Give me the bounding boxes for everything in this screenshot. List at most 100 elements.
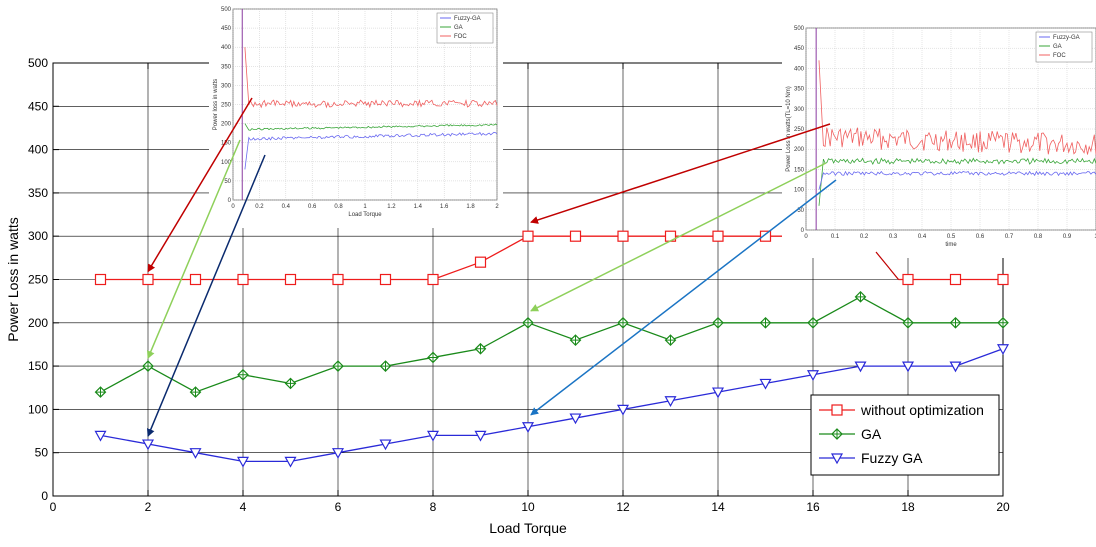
data-point [94, 386, 107, 398]
series-group [94, 230, 1010, 468]
inset-series-line [244, 131, 498, 170]
inset-y-tick-label: 350 [221, 64, 232, 70]
data-point [189, 448, 202, 459]
inset-y-tick-label: 100 [221, 160, 232, 166]
arrow-ga-left [147, 139, 241, 360]
x-tick-label: 10 [521, 500, 535, 514]
data-point [807, 316, 819, 329]
y-tick-label: 500 [28, 56, 48, 70]
inset-y-tick-label: 0 [801, 228, 805, 234]
legend: without optimization GA Fuzzy GA [810, 394, 1000, 476]
data-point [474, 342, 487, 355]
data-point [997, 273, 1009, 286]
legend-label: without optimization [860, 402, 984, 418]
inset-plot-right: 0 50 100 150 200 250 300 350 400 450 500 0 0.1 0.2 0.3… [782, 22, 1096, 258]
data-point [806, 370, 820, 381]
arrow-fuzzy-ga-right [530, 179, 837, 416]
inset-y-tick-label: 200 [794, 147, 805, 153]
data-point [474, 256, 487, 268]
data-point [711, 387, 725, 399]
inset-y-tick-label: 50 [797, 208, 804, 214]
data-point [569, 334, 582, 346]
inset-x-tick-label: 0.4 [282, 204, 291, 210]
data-point [522, 316, 534, 329]
legend-swatch-marker [831, 404, 843, 416]
y-tick-label: 450 [28, 99, 48, 113]
series-line [100, 235, 797, 281]
data-point [521, 422, 535, 433]
inset-y-tick-label: 200 [221, 122, 232, 128]
data-point [522, 230, 534, 242]
inset-x-tick-label: 1.4 [414, 204, 423, 210]
data-point [664, 396, 677, 407]
data-point [332, 360, 344, 372]
data-point [949, 361, 962, 373]
inset-x-tick-label: 1.6 [440, 204, 449, 210]
data-point [617, 230, 629, 242]
series-2 [94, 290, 1009, 398]
inset-x-axis-title: time [945, 242, 957, 248]
inset-y-tick-label: 500 [794, 26, 805, 32]
data-point [237, 273, 249, 286]
inset-y-tick-label: 450 [794, 46, 805, 52]
inset-x-tick-label: 0.8 [1034, 234, 1043, 240]
data-point [569, 230, 582, 242]
inset-plot-left: 0 50 100 150 200 250 300 350 400 450 500 0 0.2 0.4 0.6… [209, 3, 503, 228]
data-point [949, 273, 962, 286]
inset-x-tick-label: 0.6 [976, 234, 985, 240]
inset-y-tick-label: 50 [224, 179, 231, 185]
data-point [902, 273, 914, 286]
arrow-fuzzy-ga-left [146, 154, 266, 437]
x-axis-title: Load Torque [489, 520, 567, 536]
x-tick-label: 14 [711, 500, 725, 514]
data-point [569, 413, 582, 425]
arrow-ga-right [530, 162, 827, 312]
inset-y-tick-label: 300 [221, 83, 232, 89]
arrow-foc-right [530, 123, 831, 224]
data-point [94, 273, 107, 286]
inset-y-tick-label: 250 [221, 103, 232, 109]
legend-entry: without optimization [819, 402, 984, 418]
inset-x-tick-label: 1.2 [387, 204, 396, 210]
x-tick-label: 16 [806, 500, 820, 514]
y-tick-label: 350 [28, 186, 48, 200]
data-point [142, 360, 154, 372]
inset-y-tick-label: 350 [794, 87, 805, 93]
data-point [284, 377, 297, 390]
x-tick-label: 18 [901, 500, 915, 514]
data-point [474, 430, 487, 442]
inset-x-axis-title: Load Torque [348, 212, 382, 218]
data-point [94, 430, 107, 442]
data-point [427, 351, 439, 364]
y-tick-label: 100 [28, 402, 48, 416]
series-line [100, 296, 1003, 393]
inset-legend-label: Fuzzy-GA [454, 16, 481, 22]
inset-legend-label: Fuzzy-GA [1053, 35, 1080, 41]
y-axis-title: Power Loss in watts [5, 217, 21, 342]
data-point [426, 430, 440, 442]
inset-x-tick-label: 0.1 [831, 234, 840, 240]
x-tick-label: 4 [240, 500, 247, 514]
x-tick-label: 12 [616, 500, 630, 514]
data-point [902, 316, 914, 329]
legend-swatch-marker [831, 428, 843, 440]
tick-labels: 0 2 4 6 8 10 12 14 16 18 2005010015020025030035040… [28, 56, 1010, 514]
data-point [331, 448, 345, 459]
data-point [189, 386, 202, 398]
x-tick-label: 6 [335, 500, 342, 514]
legend-swatch-marker [830, 453, 844, 465]
data-point [236, 456, 250, 468]
annotation-arrows [146, 97, 899, 437]
inset-x-tick-label: 2 [495, 204, 499, 210]
inset-legend-label: FOC [1053, 53, 1066, 59]
series-1 [94, 230, 1009, 286]
data-point [854, 290, 867, 303]
y-tick-label: 250 [28, 273, 48, 287]
inset-y-tick-label: 250 [794, 127, 805, 133]
series-line [100, 348, 1004, 463]
inset-y-tick-label: 0 [228, 198, 232, 204]
inset-y-tick-label: 150 [221, 141, 232, 147]
x-tick-label: 2 [145, 500, 152, 514]
inset-legend-label: GA [454, 25, 463, 31]
